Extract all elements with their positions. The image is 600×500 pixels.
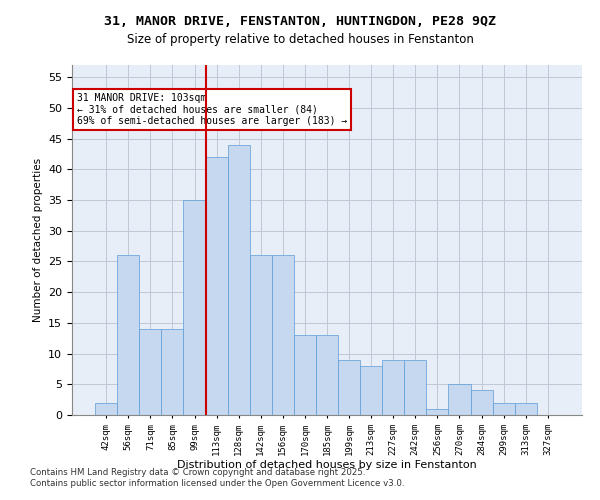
Bar [272, 256, 294, 415]
Bar [338, 360, 360, 415]
Text: Size of property relative to detached houses in Fenstanton: Size of property relative to detached ho… [127, 32, 473, 46]
Text: 31 MANOR DRIVE: 103sqm
← 31% of detached houses are smaller (84)
69% of semi-det: 31 MANOR DRIVE: 103sqm ← 31% of detached… [77, 93, 347, 126]
Bar [206, 157, 227, 415]
Bar [360, 366, 382, 415]
X-axis label: Distribution of detached houses by size in Fenstanton: Distribution of detached houses by size … [177, 460, 477, 470]
Bar [493, 402, 515, 415]
Text: 31, MANOR DRIVE, FENSTANTON, HUNTINGDON, PE28 9QZ: 31, MANOR DRIVE, FENSTANTON, HUNTINGDON,… [104, 15, 496, 28]
Bar [515, 402, 537, 415]
Bar [184, 200, 206, 415]
Bar [117, 256, 139, 415]
Bar [161, 329, 184, 415]
Bar [294, 335, 316, 415]
Bar [316, 335, 338, 415]
Bar [404, 360, 427, 415]
Y-axis label: Number of detached properties: Number of detached properties [32, 158, 43, 322]
Bar [139, 329, 161, 415]
Text: Contains HM Land Registry data © Crown copyright and database right 2025.
Contai: Contains HM Land Registry data © Crown c… [30, 468, 404, 487]
Bar [470, 390, 493, 415]
Bar [382, 360, 404, 415]
Bar [427, 409, 448, 415]
Bar [250, 256, 272, 415]
Bar [95, 402, 117, 415]
Bar [227, 145, 250, 415]
Bar [448, 384, 470, 415]
